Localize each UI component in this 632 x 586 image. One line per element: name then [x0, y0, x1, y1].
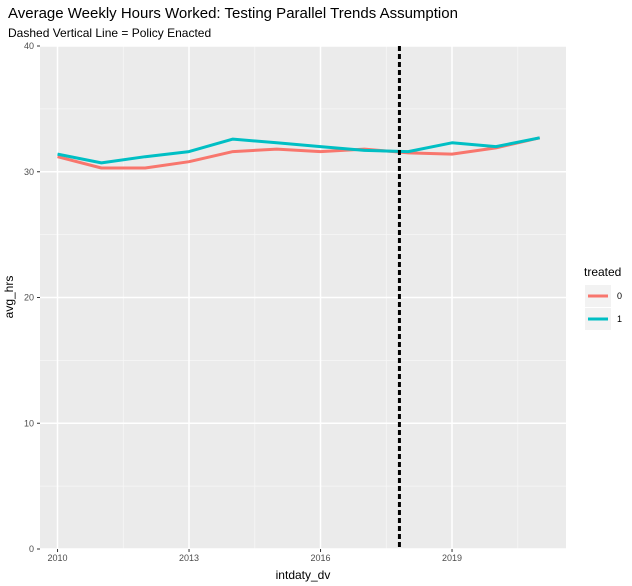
y-tick-label: 30 [24, 167, 34, 177]
chart-title: Average Weekly Hours Worked: Testing Par… [8, 5, 458, 22]
x-axis-title: intdaty_dv [276, 568, 331, 582]
x-axis-ticks: 2010 2013 2016 2019 [48, 549, 462, 563]
x-tick-label: 2013 [179, 553, 199, 563]
y-axis-ticks: 0 10 20 30 40 [24, 41, 40, 554]
legend: treated 01 [584, 265, 622, 330]
legend-items: 01 [585, 285, 622, 330]
chart-subtitle: Dashed Vertical Line = Policy Enacted [8, 26, 211, 40]
y-tick-label: 40 [24, 41, 34, 51]
legend-title: treated [584, 265, 621, 279]
x-tick-label: 2019 [442, 553, 462, 563]
y-tick-label: 10 [24, 418, 34, 428]
x-tick-label: 2016 [311, 553, 331, 563]
x-tick-label: 2010 [48, 553, 68, 563]
series-line-treated-0 [57, 136, 541, 170]
series-line-treated-1 [57, 136, 540, 165]
legend-label-1: 1 [617, 314, 622, 324]
y-tick-label: 0 [29, 544, 34, 554]
y-tick-label: 20 [24, 293, 34, 303]
series-lines [57, 136, 541, 170]
y-axis-title: avg_hrs [2, 276, 16, 319]
legend-label-0: 0 [617, 291, 622, 301]
major-gridlines [40, 45, 566, 550]
